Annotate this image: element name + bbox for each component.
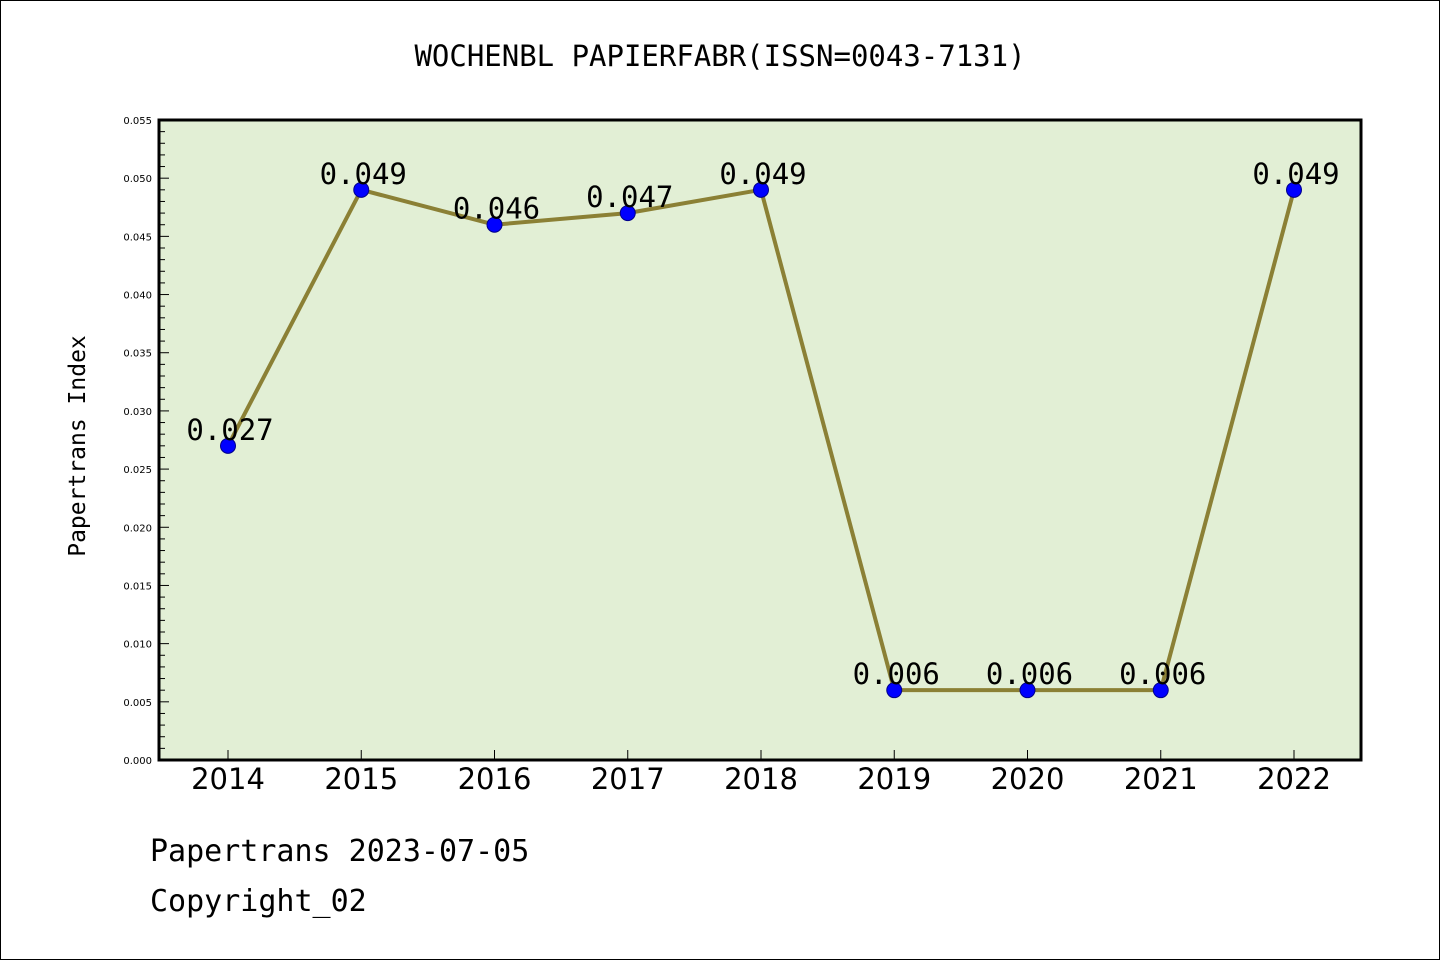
plot-area <box>159 120 1361 760</box>
data-point <box>353 181 370 198</box>
y-tick-label: 0.035 <box>123 349 152 360</box>
y-tick-label: 0.010 <box>123 640 152 651</box>
data-point <box>1019 682 1036 699</box>
data-point <box>1286 181 1302 198</box>
y-tick-label: 0.015 <box>123 581 152 592</box>
x-tick-label: 2020 <box>991 762 1065 796</box>
data-label: 0.049 <box>719 157 806 191</box>
x-tick-label: 2014 <box>191 762 265 796</box>
data-point <box>486 216 503 233</box>
data-label: 0.027 <box>186 413 273 447</box>
data-point <box>1152 682 1169 699</box>
data-label: 0.006 <box>1119 657 1206 691</box>
x-tick-label: 2018 <box>724 762 798 796</box>
y-tick-label: 0.030 <box>123 407 152 418</box>
data-label: 0.047 <box>586 180 673 214</box>
data-point <box>220 437 236 454</box>
y-tick-label: 0.005 <box>123 698 152 709</box>
y-tick-label: 0.020 <box>123 523 152 534</box>
data-point <box>619 205 636 222</box>
data-label: 0.006 <box>986 657 1073 691</box>
x-tick-label: 2015 <box>324 762 398 796</box>
data-label: 0.046 <box>453 192 540 226</box>
y-tick-label: 0.025 <box>123 465 152 476</box>
y-tick-label: 0.050 <box>123 174 152 185</box>
y-tick-label: 0.045 <box>123 232 152 243</box>
x-tick-label: 2022 <box>1257 762 1331 796</box>
y-axis-label: Papertrans Index <box>65 335 91 557</box>
chart-title: WOCHENBL PAPIERFABR(ISSN=0043-7131) <box>414 39 1025 73</box>
x-tick-label: 2017 <box>591 762 665 796</box>
data-point <box>753 181 769 198</box>
y-tick-label: 0.055 <box>123 116 152 127</box>
x-tick-label: 2019 <box>857 762 931 796</box>
footer-date-text: Papertrans 2023-07-05 <box>150 834 530 869</box>
data-point <box>886 682 903 699</box>
data-label: 0.049 <box>320 157 407 191</box>
chart-marks: 0.000 0.005 0.010 0.015 0.020 0.025 0.030 0.035… <box>123 116 1339 796</box>
x-tick-label: 2021 <box>1124 762 1198 796</box>
footer-copyright-text: Copyright_02 <box>150 884 367 919</box>
y-tick-label: 0.040 <box>123 291 152 302</box>
data-label: 0.049 <box>1252 157 1339 191</box>
data-label: 0.006 <box>853 657 940 691</box>
plot-border <box>157 118 1363 762</box>
y-tick-label: 0.000 <box>123 756 152 767</box>
x-tick-label: 2016 <box>458 762 532 796</box>
